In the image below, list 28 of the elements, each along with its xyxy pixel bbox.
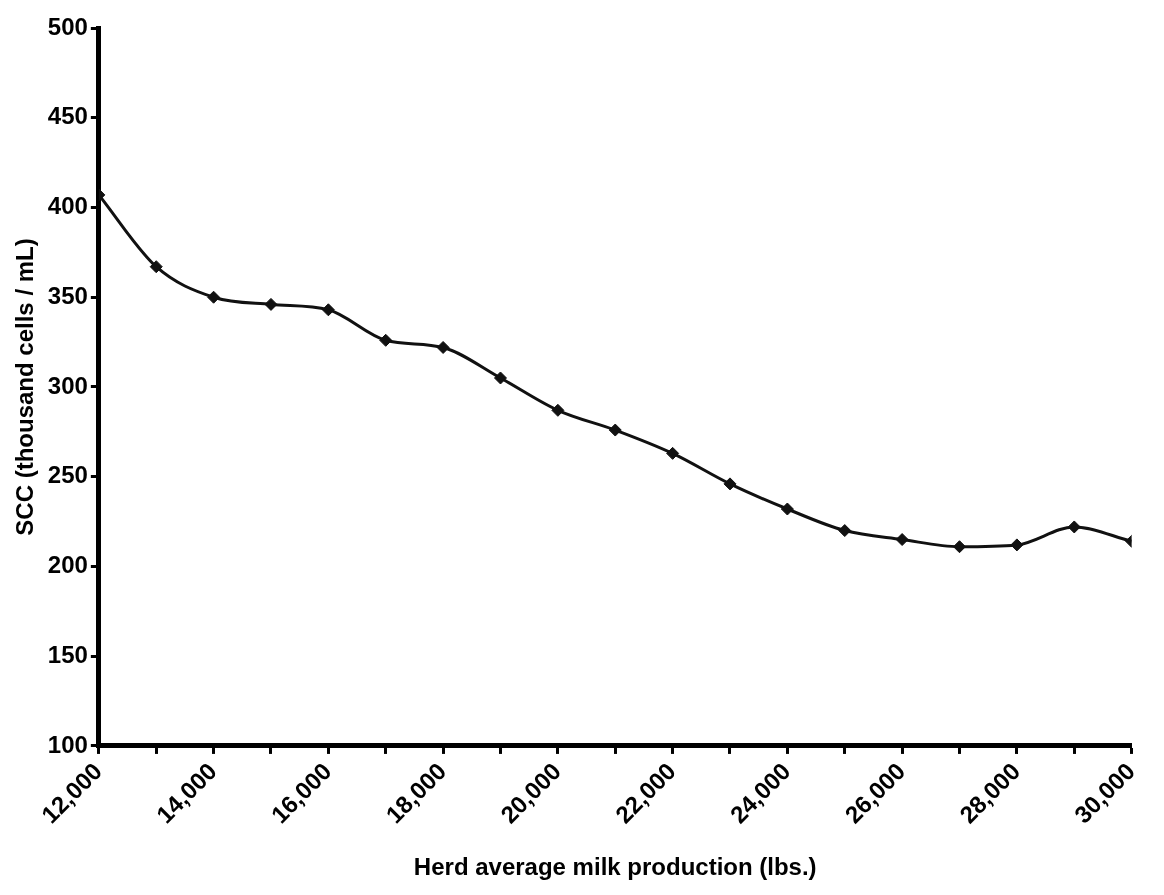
point (1067, 520, 1081, 534)
y-tick-label: 150 (47, 640, 88, 668)
y-tick-label: 500 (47, 12, 88, 40)
y-tick-label: 400 (47, 192, 88, 220)
point (780, 502, 794, 516)
y-tick-label: 250 (47, 461, 88, 489)
point (1010, 538, 1024, 552)
y-tick-label: 350 (47, 281, 88, 309)
y-tick-label: 300 (47, 371, 88, 399)
x-axis-title: Herd average milk production (lbs.) (413, 853, 817, 881)
point (953, 540, 966, 554)
point (149, 260, 163, 274)
y-axis-title: SCC (thousand cells / mL) (11, 238, 39, 536)
point (608, 423, 622, 437)
y-tick-label: 450 (47, 102, 88, 130)
point (264, 297, 278, 311)
point (321, 303, 335, 317)
y-tick-label: 100 (47, 730, 88, 758)
point (551, 403, 565, 417)
point (838, 524, 852, 538)
point (723, 477, 737, 491)
point (493, 371, 507, 385)
point (379, 333, 393, 347)
y-tick-label: 200 (47, 551, 88, 579)
point (666, 446, 680, 460)
point (207, 290, 221, 304)
point (895, 533, 909, 547)
point (436, 340, 450, 354)
